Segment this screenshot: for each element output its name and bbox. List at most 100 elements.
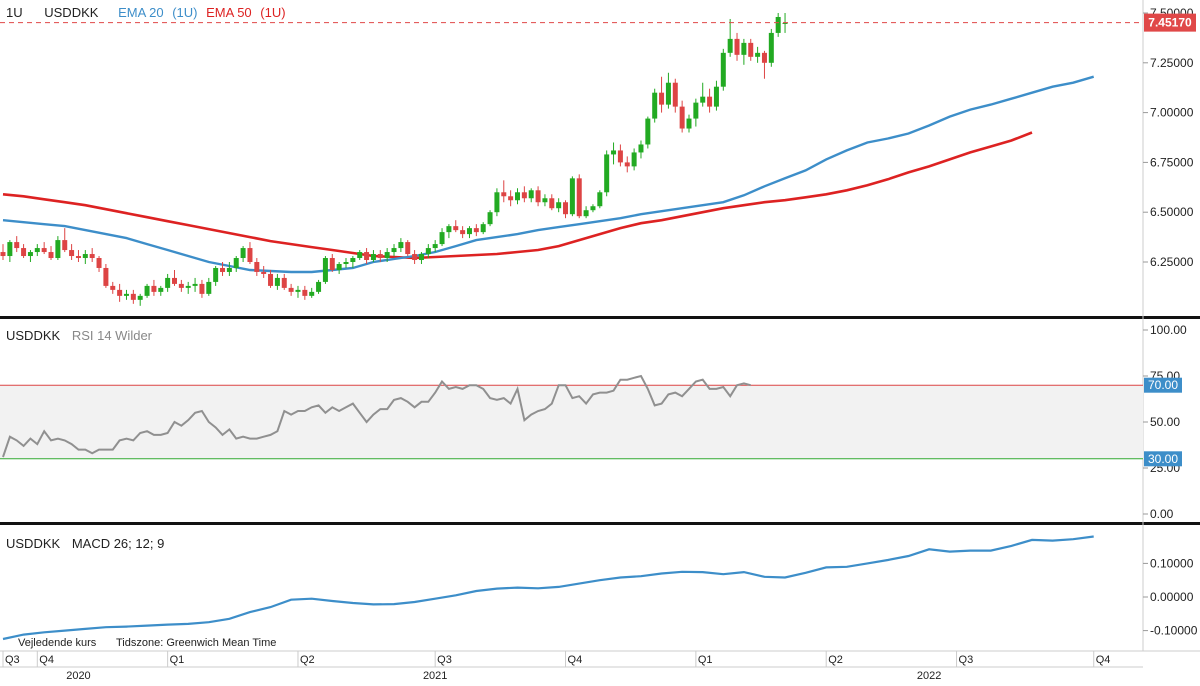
candle[interactable] (82, 250, 88, 264)
candle[interactable] (14, 236, 20, 253)
candle[interactable] (672, 78, 678, 113)
panel-divider[interactable] (0, 316, 1200, 319)
candle[interactable] (178, 279, 184, 292)
quarter-label[interactable]: Q3 (437, 654, 452, 666)
candle[interactable] (556, 198, 562, 213)
candle[interactable] (110, 281, 116, 294)
candle[interactable] (508, 190, 514, 207)
candle[interactable] (151, 279, 157, 296)
candle[interactable] (617, 144, 623, 167)
candle[interactable] (453, 220, 459, 233)
year-label[interactable]: 2022 (917, 670, 941, 682)
candle[interactable] (460, 226, 466, 239)
rsi-name-label[interactable]: RSI 14 Wilder (72, 328, 153, 343)
candle[interactable] (343, 258, 349, 268)
candle[interactable] (261, 265, 267, 278)
candle[interactable] (659, 76, 665, 113)
candle[interactable] (336, 262, 342, 274)
candle[interactable] (185, 281, 191, 294)
candle[interactable] (466, 226, 472, 239)
candle[interactable] (34, 244, 40, 257)
candle[interactable] (48, 246, 54, 261)
candle[interactable] (515, 188, 520, 205)
quarter-label[interactable]: Q2 (300, 654, 315, 666)
candle[interactable] (281, 273, 287, 290)
candle[interactable] (220, 262, 226, 276)
candle[interactable] (137, 293, 143, 306)
candle[interactable] (357, 250, 363, 261)
quarter-label[interactable]: Q4 (1096, 654, 1111, 666)
candle[interactable] (494, 188, 500, 217)
candle[interactable] (542, 194, 548, 207)
candle[interactable] (309, 287, 315, 298)
candle[interactable] (144, 283, 150, 298)
candle[interactable] (7, 240, 13, 262)
candle[interactable] (21, 244, 27, 259)
candles-layer[interactable] (0, 13, 788, 306)
ema50-legend[interactable]: EMA 50 (206, 5, 252, 20)
candle[interactable] (761, 50, 767, 79)
quarter-label[interactable]: Q3 (5, 654, 20, 666)
candle[interactable] (240, 246, 246, 262)
candle[interactable] (569, 176, 575, 217)
candle[interactable] (720, 48, 726, 91)
candle[interactable] (597, 190, 603, 209)
year-label[interactable]: 2021 (423, 670, 447, 682)
candle[interactable] (734, 32, 740, 61)
candle[interactable] (192, 277, 198, 292)
candle[interactable] (535, 186, 541, 207)
candle[interactable] (473, 224, 479, 237)
quarter-label[interactable]: Q1 (698, 654, 713, 666)
candle[interactable] (439, 228, 445, 247)
candle[interactable] (412, 250, 418, 264)
candle[interactable] (75, 250, 81, 262)
candle[interactable] (446, 224, 452, 239)
candle[interactable] (686, 114, 692, 133)
interval-label[interactable]: 1U (6, 5, 23, 20)
candle[interactable] (398, 238, 404, 253)
candle[interactable] (432, 240, 438, 253)
candle[interactable] (213, 265, 219, 286)
candle[interactable] (652, 88, 658, 123)
candle[interactable] (316, 279, 322, 294)
quarter-label[interactable]: Q3 (959, 654, 974, 666)
candle[interactable] (727, 18, 733, 57)
candle[interactable] (377, 250, 383, 262)
candle[interactable] (350, 256, 356, 268)
candle[interactable] (288, 283, 294, 296)
candle[interactable] (487, 210, 493, 227)
candle[interactable] (665, 72, 671, 109)
candle[interactable] (521, 186, 527, 203)
quarter-label[interactable]: Q4 (568, 654, 583, 666)
quarter-label[interactable]: Q2 (828, 654, 843, 666)
candle[interactable] (247, 242, 253, 264)
quarter-label[interactable]: Q4 (39, 654, 54, 666)
candle[interactable] (55, 236, 61, 261)
candle[interactable] (322, 256, 328, 284)
candle[interactable] (62, 228, 68, 253)
candle[interactable] (165, 273, 171, 292)
candle[interactable] (41, 242, 47, 255)
candle[interactable] (268, 269, 274, 288)
candle[interactable] (713, 80, 719, 111)
candle[interactable] (302, 285, 308, 300)
candle[interactable] (295, 285, 301, 298)
candle[interactable] (679, 100, 685, 133)
candle[interactable] (405, 240, 411, 257)
panel-divider[interactable] (0, 522, 1200, 525)
candle[interactable] (741, 38, 747, 65)
candle[interactable] (329, 254, 335, 272)
candle[interactable] (631, 148, 637, 171)
macd-name-label[interactable]: MACD 26; 12; 9 (72, 536, 165, 551)
candle[interactable] (583, 206, 589, 219)
year-label[interactable]: 2020 (66, 670, 90, 682)
candle[interactable] (700, 82, 706, 107)
candle[interactable] (590, 204, 596, 213)
candle[interactable] (370, 250, 376, 262)
candle[interactable] (563, 200, 569, 219)
candle[interactable] (89, 248, 95, 262)
candle[interactable] (117, 283, 123, 302)
candle[interactable] (96, 256, 102, 272)
candle[interactable] (645, 116, 651, 149)
candle[interactable] (425, 244, 431, 259)
